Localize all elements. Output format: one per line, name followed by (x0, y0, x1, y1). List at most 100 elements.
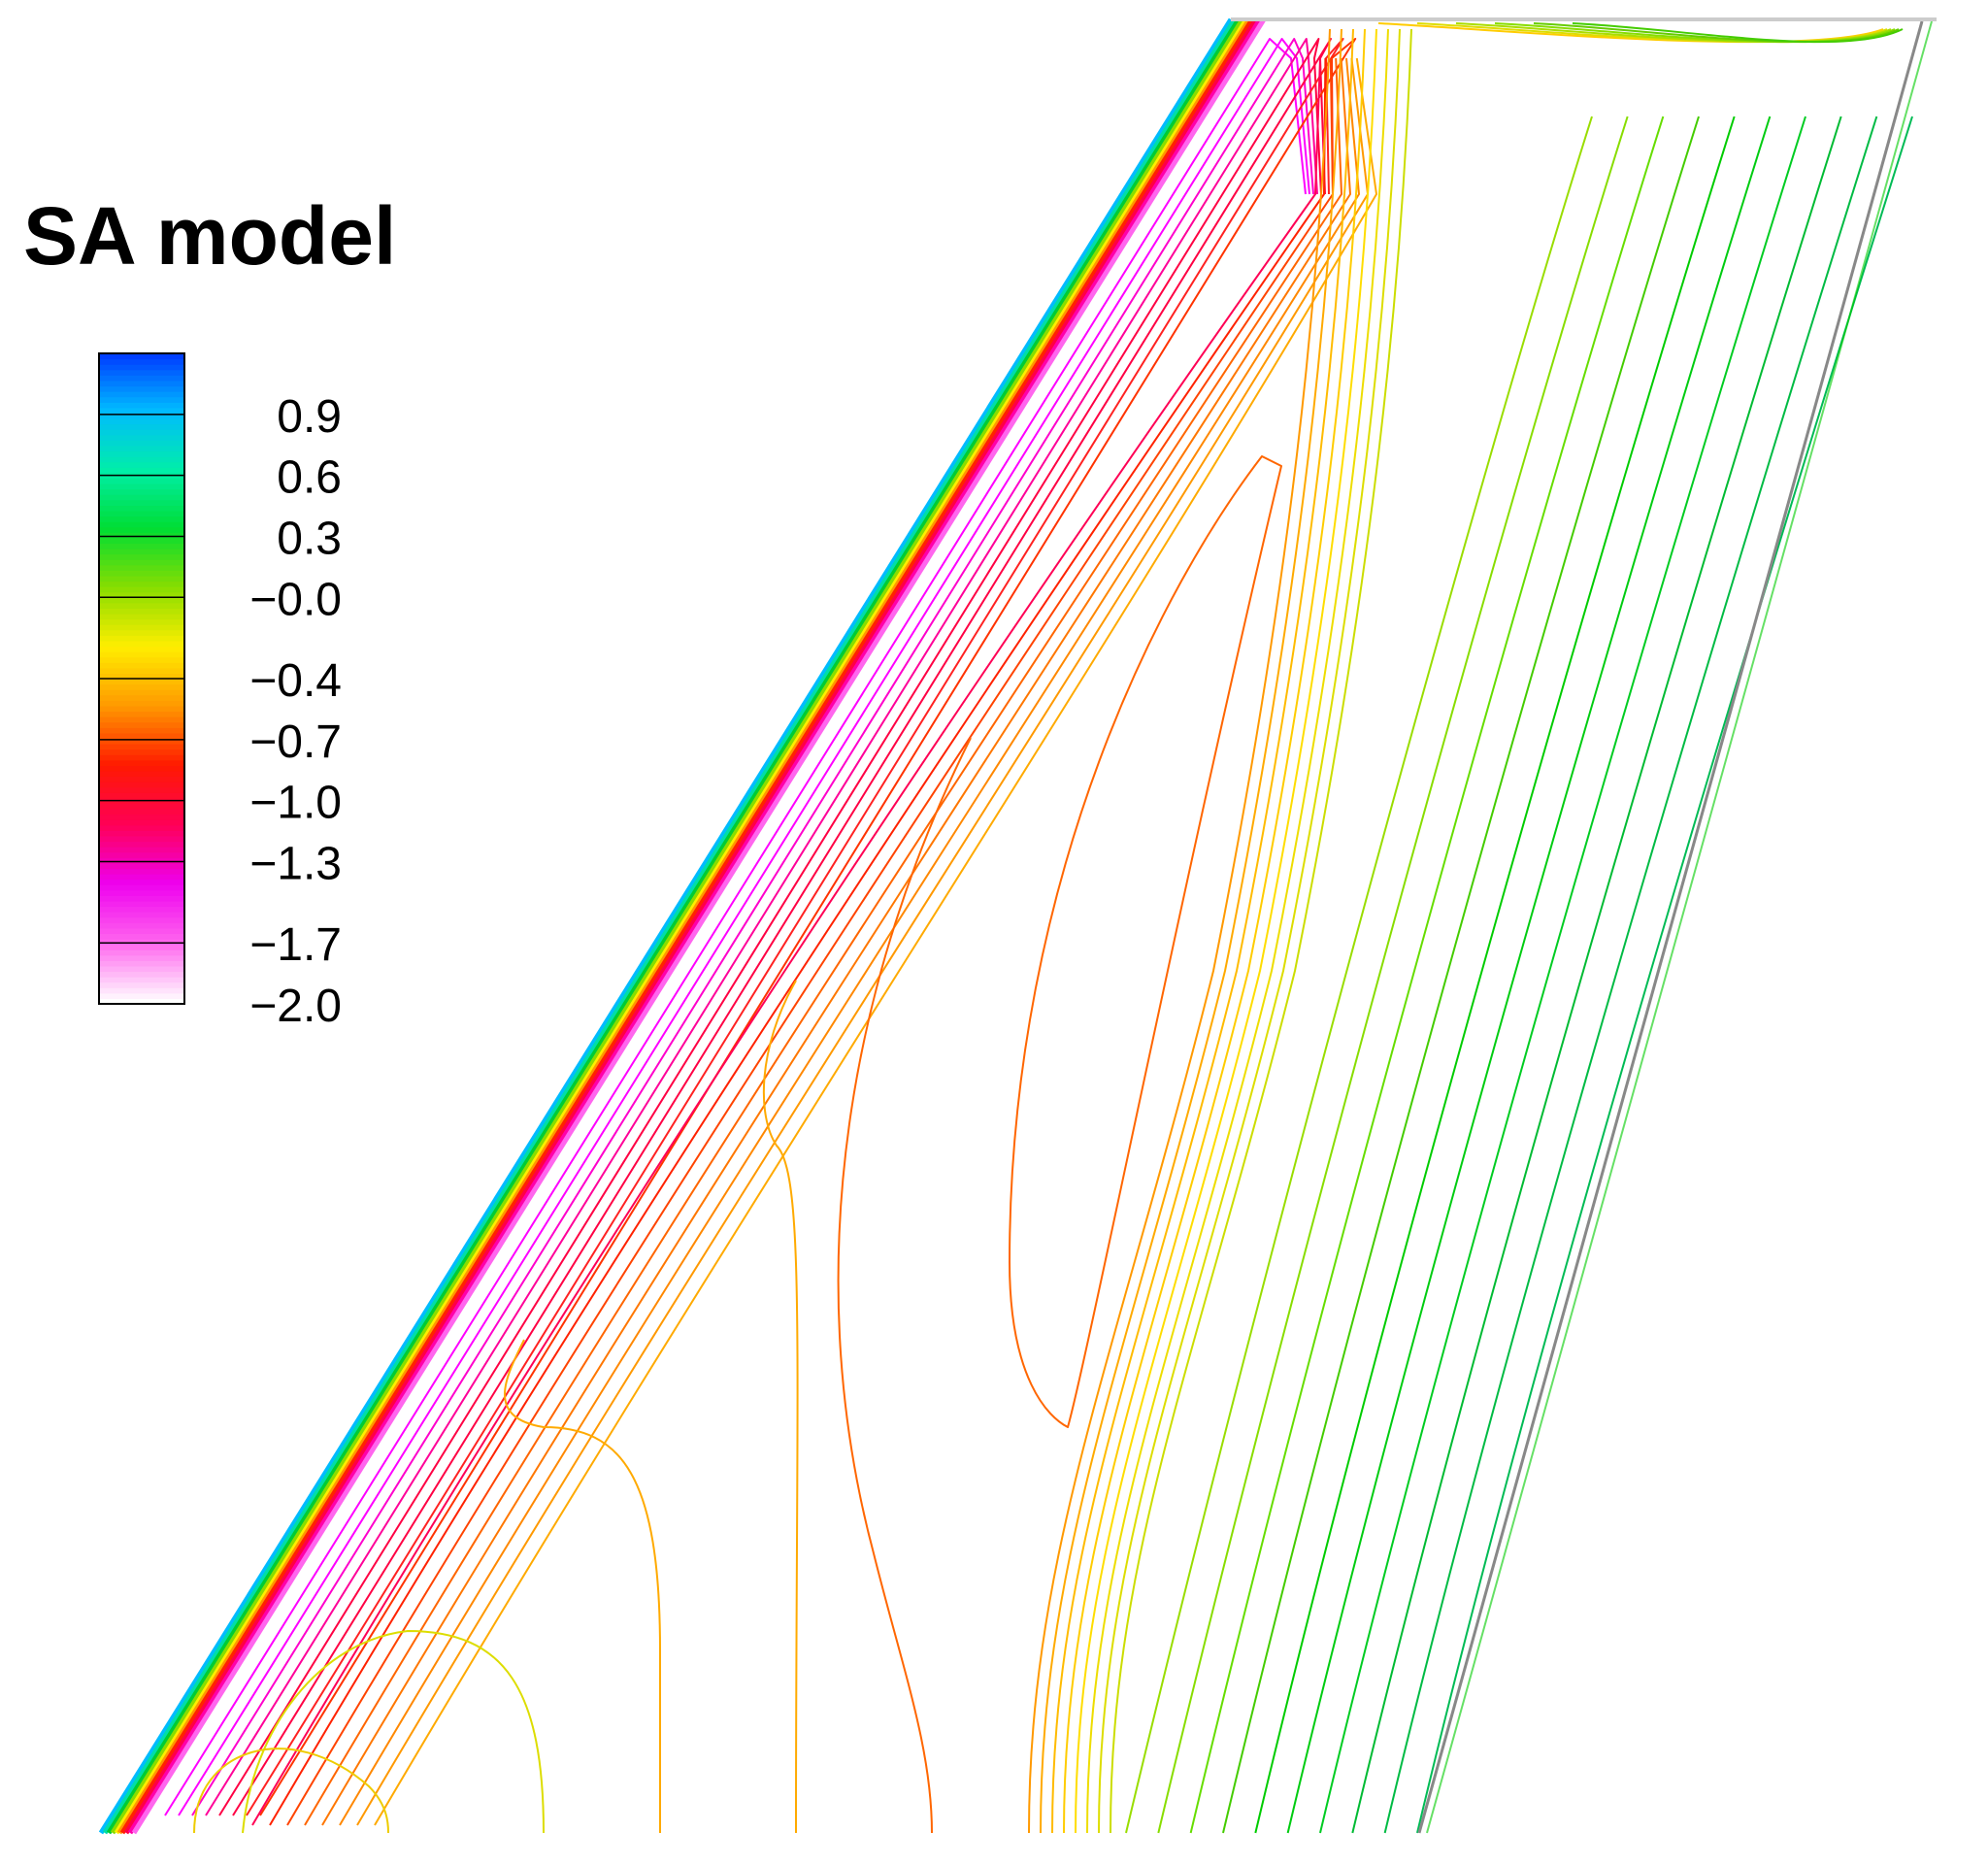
colorbar-strip (99, 467, 184, 474)
colorbar-strip (99, 402, 184, 409)
colorbar-strip (99, 916, 184, 923)
contour-line (1383, 116, 1878, 1834)
colorbar-tick-label: 0.3 (277, 513, 342, 564)
colorbar-strip (99, 819, 184, 826)
colorbar-strip (99, 857, 184, 864)
contour-line (1125, 116, 1593, 1834)
trailing-edge-highlight (1426, 20, 1933, 1834)
colorbar-strip (99, 549, 184, 555)
wing-contour-plot (98, 17, 1937, 1835)
colorbar-strip (99, 694, 184, 701)
contour-line (1572, 22, 1904, 44)
contour-line (1086, 28, 1389, 1834)
colorbar-strip (99, 553, 184, 560)
colorbar-strip (99, 423, 184, 430)
contour-line (251, 57, 1321, 1826)
contour-line (1098, 28, 1401, 1834)
contour-line (218, 38, 1322, 1816)
colorbar-strip (99, 450, 184, 457)
colorbar-strip (99, 521, 184, 528)
colorbar-strip (99, 824, 184, 831)
colorbar-strip (99, 385, 184, 392)
colorbar-strip (99, 944, 184, 950)
contour-line (178, 38, 1310, 1816)
colorbar-strip (99, 602, 184, 610)
colorbar-strip (99, 461, 184, 468)
colorbar-strip (99, 532, 184, 539)
colorbar-strip (99, 700, 184, 707)
colorbar-strip (99, 939, 184, 946)
colorbar-strip (99, 353, 184, 360)
colorbar-strip (99, 992, 184, 1000)
contour-line (1110, 28, 1412, 1834)
contour-line (191, 38, 1314, 1816)
colorbar-strip (99, 971, 184, 978)
leading-edge-band (119, 17, 1255, 1835)
colorbar-strip (99, 629, 184, 636)
colorbar-tick-label: −0.4 (249, 655, 342, 707)
leading-edge-band (116, 17, 1252, 1835)
colorbar-strip (99, 478, 184, 484)
colorbar-strip (99, 786, 184, 793)
trailing-edge (1417, 20, 1924, 1834)
colorbar-strip (99, 960, 184, 967)
colorbar-strip (99, 543, 184, 549)
leading-edge-band (127, 17, 1263, 1835)
colorbar-border (98, 352, 185, 1005)
colorbar-strip (99, 581, 184, 587)
colorbar-tick-labels: 0.9 0.6 0.3 −0.0 −0.4 −0.7 −1.0 −1.3 −1.7 −2.0 (249, 391, 342, 1032)
colorbar-strip (99, 591, 184, 598)
contour-line (1319, 116, 1806, 1834)
contour-line (1051, 28, 1354, 1834)
colorbar-strip (99, 738, 184, 745)
colorbar-strip (99, 635, 184, 642)
colorbar-strip (99, 814, 184, 820)
contour-line (1009, 455, 1282, 1428)
colorbar-strip (99, 884, 184, 891)
colorbar-strip (99, 413, 184, 419)
colorbar-tick-label: −2.0 (249, 981, 342, 1032)
colorbar-strip (99, 879, 184, 885)
colorbar-strip (99, 488, 184, 495)
colorbar-strip (99, 987, 184, 994)
colorbar-tick-label: −1.7 (249, 919, 342, 971)
leading-edge-bands (98, 17, 1267, 1835)
colorbar-tick-label: −1.3 (249, 838, 342, 889)
colorbar-strip (99, 792, 184, 799)
contour-line (232, 38, 1332, 1816)
leading-edge-band (106, 17, 1242, 1835)
colorbar-strip (99, 505, 184, 512)
colorbar-strip (99, 749, 184, 755)
contour-line (193, 1748, 389, 1834)
colorbar-strip (99, 933, 184, 940)
contour-line (339, 57, 1360, 1826)
contour-line (269, 57, 1327, 1826)
colorbar-strip (99, 679, 184, 685)
leading-edge-band (123, 17, 1259, 1835)
contour-line (205, 38, 1318, 1816)
colorbar-strip (99, 862, 184, 870)
contour-line (504, 1339, 661, 1833)
colorbar-strip (99, 711, 184, 717)
colorbar-strip (99, 912, 184, 918)
colorbar-strip (99, 759, 184, 766)
colorbar-strip (99, 954, 184, 961)
colorbar-tick-label: 0.6 (277, 452, 342, 504)
colorbar-strip (99, 559, 184, 566)
colorbar-strip (99, 434, 184, 441)
colorbar-strip (99, 982, 184, 988)
colorbar-strip (99, 895, 184, 902)
colorbar-strip (99, 922, 184, 929)
colorbar-strip (99, 965, 184, 973)
colorbar-strip (99, 765, 184, 772)
contour-line (1254, 116, 1736, 1834)
colorbar-strip (99, 575, 184, 582)
colorbar-strip (99, 646, 184, 652)
colorbar-strip (99, 407, 184, 415)
contour-line (762, 980, 799, 1834)
colorbar-strip (99, 809, 184, 816)
contour-line (374, 57, 1377, 1826)
contour-line (1222, 116, 1700, 1834)
colorbar-strip (99, 586, 184, 593)
